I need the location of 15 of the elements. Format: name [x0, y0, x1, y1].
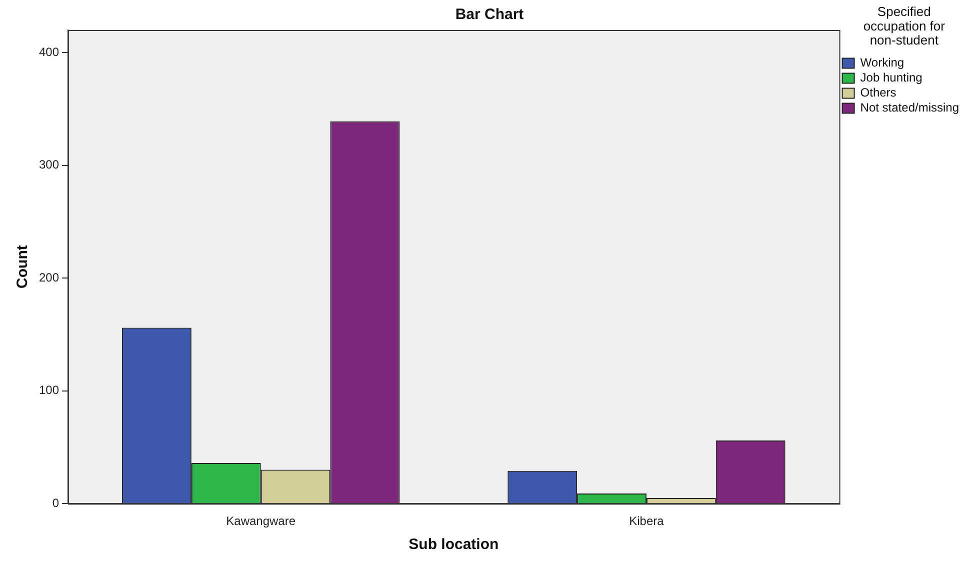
y-tick-label: 300 — [38, 158, 60, 172]
legend-label: Working — [860, 56, 904, 70]
y-tick-label: 200 — [38, 270, 60, 284]
legend-label: Others — [860, 86, 896, 100]
x-axis-title: Sub location — [408, 536, 499, 554]
y-tick-label: 400 — [38, 44, 60, 59]
chart-title: Bar Chart — [455, 6, 524, 24]
y-tick-label: 100 — [38, 383, 60, 398]
y-tick-label: 0 — [52, 496, 60, 510]
y-axis-title: Count — [14, 245, 32, 288]
legend-label: Job hunting — [860, 70, 922, 85]
legend-label: Not stated/missing — [860, 100, 960, 115]
x-tick-label: Kibera — [629, 514, 664, 528]
legend-title: Specified occupation for non-student — [863, 4, 946, 48]
x-tick-label: Kawangware — [226, 514, 296, 528]
